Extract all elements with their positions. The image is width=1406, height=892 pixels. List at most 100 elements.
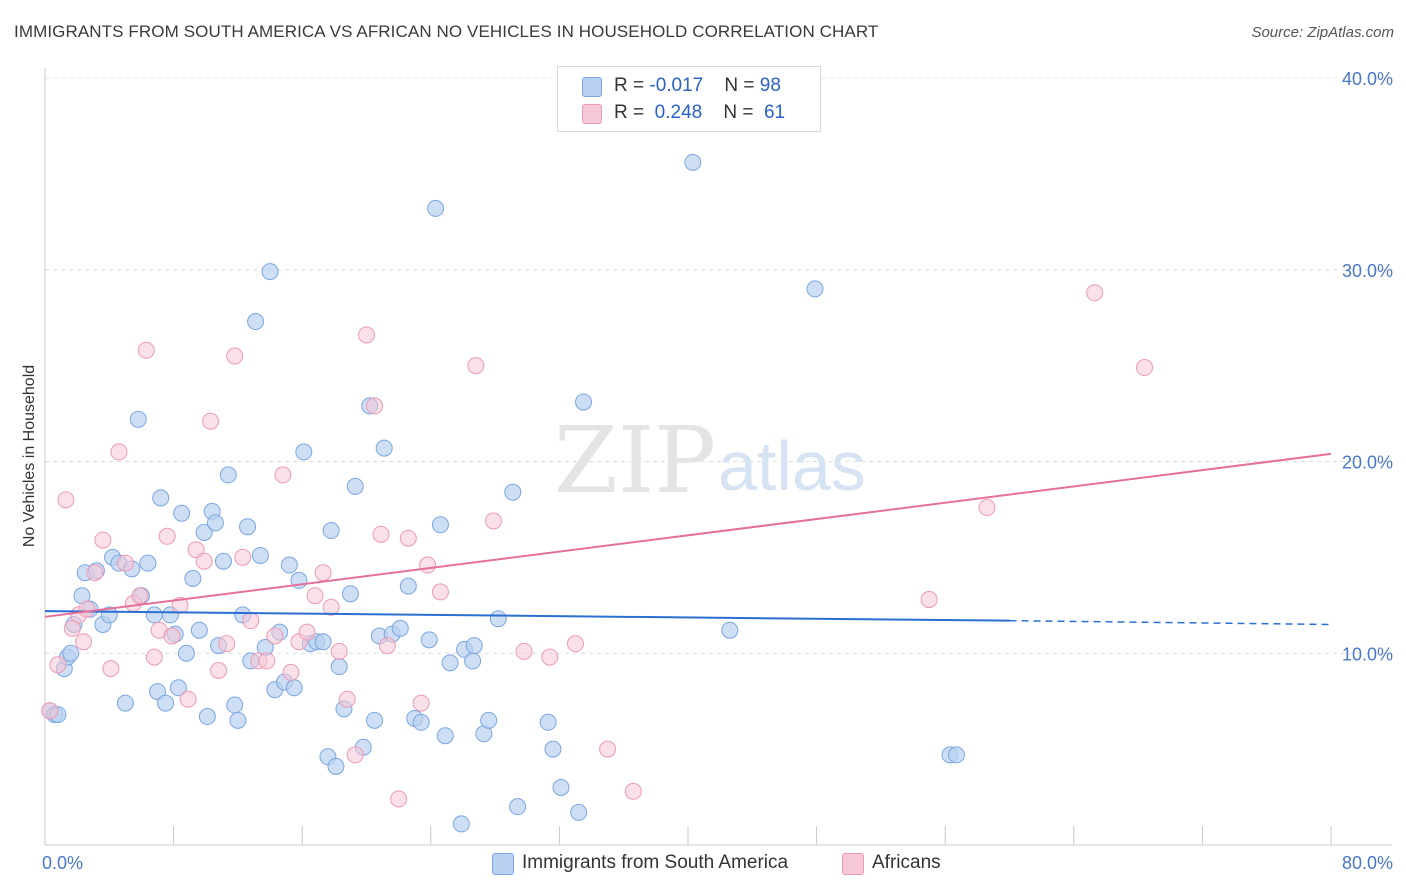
data-point-immigrants — [157, 694, 175, 712]
data-point-immigrants — [280, 556, 298, 574]
data-point-africans — [234, 548, 252, 566]
data-point-immigrants — [539, 713, 557, 731]
tick-labels: 10.0% 20.0% 30.0% 40.0% 0.0% 80.0% — [42, 69, 1393, 873]
trend-line-africans — [44, 452, 1332, 618]
data-point-africans — [419, 556, 437, 574]
data-point-africans — [94, 531, 112, 549]
data-point-immigrants — [149, 683, 167, 701]
data-point-africans — [274, 466, 292, 484]
n-value: 61 — [758, 102, 786, 123]
data-point-immigrants — [285, 679, 303, 697]
data-point-immigrants — [570, 803, 588, 821]
data-point-immigrants — [177, 644, 195, 662]
data-point-africans — [137, 341, 155, 359]
data-point-africans — [306, 587, 324, 605]
data-point-immigrants — [173, 504, 191, 522]
stats-legend: R = -0.017 N = 98 R = 0.248 N = 61 — [557, 66, 821, 132]
data-point-africans — [378, 637, 396, 655]
data-point-immigrants — [219, 466, 237, 484]
legend-swatch-blue — [492, 853, 514, 875]
x-tick-label: 0.0% — [42, 853, 83, 873]
chart-title: IMMIGRANTS FROM SOUTH AMERICA VS AFRICAN… — [14, 22, 879, 41]
legend-swatch-pink — [842, 853, 864, 875]
r-label: R = — [614, 75, 650, 96]
data-point-africans — [41, 702, 59, 720]
data-point-immigrants — [341, 585, 359, 603]
data-point-immigrants — [116, 694, 134, 712]
stats-text-pink: R = 0.248 N = 61 — [614, 102, 785, 124]
r-value: 0.248 — [649, 102, 703, 123]
data-point-immigrants — [314, 633, 332, 651]
data-point-immigrants — [391, 619, 409, 637]
data-point-immigrants — [251, 546, 269, 564]
data-point-immigrants — [322, 522, 340, 540]
data-point-immigrants — [152, 489, 170, 507]
data-point-immigrants — [420, 631, 438, 649]
data-point-africans — [330, 642, 348, 660]
data-point-immigrants — [504, 483, 522, 501]
data-point-africans — [102, 660, 120, 678]
data-point-africans — [218, 635, 236, 653]
data-point-africans — [322, 598, 340, 616]
data-point-africans — [78, 600, 96, 618]
data-point-africans — [1086, 284, 1104, 302]
data-point-africans — [566, 635, 584, 653]
data-point-immigrants — [295, 443, 313, 461]
data-point-immigrants — [190, 621, 208, 639]
data-point-africans — [515, 642, 533, 660]
data-point-africans — [266, 627, 284, 645]
data-point-africans — [399, 529, 417, 547]
n-value: 98 — [759, 75, 781, 96]
series-africans — [41, 284, 1154, 808]
data-point-immigrants — [129, 410, 147, 428]
data-point-africans — [179, 690, 197, 708]
data-point-immigrants — [452, 815, 470, 833]
watermark: ZIP atlas — [554, 407, 866, 514]
n-label: N = — [723, 102, 759, 123]
data-point-africans — [226, 347, 244, 365]
data-point-immigrants — [806, 280, 824, 298]
data-point-africans — [195, 552, 213, 570]
data-point-immigrants — [552, 778, 570, 796]
watermark-zip: ZIP — [554, 407, 716, 514]
data-point-africans — [282, 663, 300, 681]
data-point-immigrants — [427, 199, 445, 217]
data-point-immigrants — [214, 552, 232, 570]
data-point-immigrants — [169, 679, 187, 697]
data-point-immigrants — [721, 621, 739, 639]
trend-line-immigrants-extension — [1009, 619, 1332, 626]
data-point-africans — [158, 527, 176, 545]
data-point-africans — [978, 499, 996, 517]
data-point-africans — [624, 782, 642, 800]
data-point-immigrants — [412, 713, 430, 731]
data-point-africans — [372, 525, 390, 543]
stats-swatch-pink — [582, 104, 602, 124]
data-point-africans — [431, 583, 449, 601]
data-point-africans — [202, 412, 220, 430]
legend-label-africans: Africans — [872, 852, 941, 873]
data-point-africans — [242, 612, 260, 630]
y-axis-label: No Vehicles in Household — [21, 365, 38, 547]
stats-swatch-blue — [582, 77, 602, 97]
data-point-africans — [346, 746, 364, 764]
y-tick-label: 40.0% — [1342, 69, 1393, 89]
data-point-immigrants — [441, 654, 459, 672]
r-label: R = — [614, 102, 650, 123]
data-point-immigrants — [206, 514, 224, 532]
data-point-africans — [366, 397, 384, 415]
data-point-africans — [75, 633, 93, 651]
data-point-africans — [390, 790, 408, 808]
y-tick-label: 10.0% — [1342, 644, 1393, 664]
stats-text-blue: R = -0.017 N = 98 — [614, 75, 781, 97]
data-point-africans — [187, 541, 205, 559]
legend-label-immigrants: Immigrants from South America — [522, 852, 789, 873]
data-point-africans — [338, 690, 356, 708]
data-point-africans — [258, 652, 276, 670]
data-point-africans — [210, 662, 228, 680]
data-point-immigrants — [465, 637, 483, 655]
data-point-africans — [358, 326, 375, 344]
data-point-immigrants — [62, 644, 80, 662]
n-label: N = — [724, 75, 760, 96]
data-point-africans — [163, 627, 181, 645]
data-point-immigrants — [330, 658, 348, 676]
